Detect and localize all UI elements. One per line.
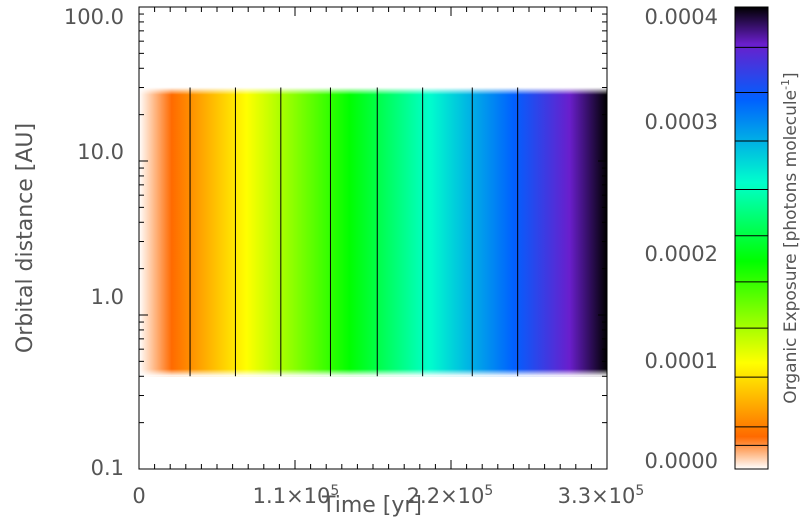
x-tick-labels: 0 1.1×105 2.2×105 3.3×105 [132, 483, 644, 508]
colorbar-tick-label-3: 0.0003 [645, 110, 718, 134]
x-tick-label-0: 0 [132, 484, 145, 508]
colorbar-tick-labels: 0.0000 0.0001 0.0002 0.0003 0.0004 [645, 5, 718, 473]
exposure-band-edge-fade [139, 87, 607, 377]
colorbar-tick-label-4: 0.0004 [645, 5, 718, 29]
y-tick-label-1: 1.0 [91, 285, 124, 309]
x-tick-label-2: 2.2×105 [407, 483, 494, 508]
colorbar-tick-label-2: 0.0002 [645, 242, 718, 266]
colorbar-label: Organic Exposure [photons molecule-1] [779, 72, 801, 403]
y-axis-label: Orbital distance [AU] [13, 123, 38, 353]
colorbar [734, 6, 769, 470]
y-tick-marks [139, 6, 607, 470]
x-tick-label-1: 1.1×105 [253, 483, 340, 508]
y-tick-label-3: 100.0 [64, 5, 124, 29]
contour-lines [189, 87, 519, 377]
colorbar-tick-label-1: 0.0001 [645, 349, 718, 373]
colorbar-contour-marks [735, 46, 768, 446]
colorbar-tick-label-0: 0.0000 [645, 449, 718, 473]
y-tick-labels: 0.1 1.0 10.0 100.0 [64, 5, 124, 480]
x-axis-label: Time [yr] [321, 493, 422, 518]
x-tick-marks [138, 7, 608, 469]
x-tick-label-3: 3.3×105 [558, 483, 645, 508]
y-tick-label-0: 0.1 [91, 456, 124, 480]
exposure-field [139, 87, 607, 377]
y-tick-label-2: 10.0 [77, 140, 124, 164]
